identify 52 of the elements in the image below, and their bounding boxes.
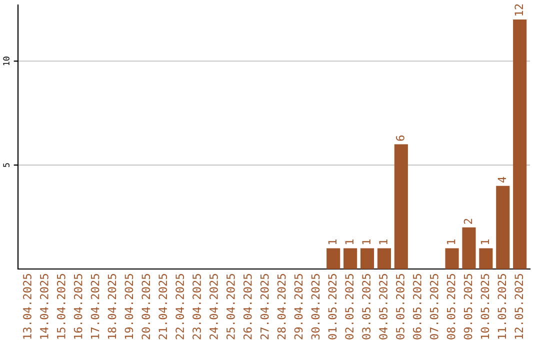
x-tick-label: 21.04.2025 bbox=[158, 274, 168, 340]
y-tick-label: 10 bbox=[3, 56, 10, 66]
data-label: 1 bbox=[379, 240, 388, 244]
x-tick-label: 06.05.2025 bbox=[412, 274, 422, 340]
x-tick-label: 18.04.2025 bbox=[108, 274, 116, 339]
data-label: 12 bbox=[514, 4, 523, 16]
x-tick-label: 15.04.2025 bbox=[56, 274, 66, 339]
x-tick-label: 28.04.2025 bbox=[277, 274, 286, 340]
x-tick-label: 11.05.2025 bbox=[498, 274, 506, 339]
bar bbox=[513, 20, 527, 269]
x-tick-label: 16.04.2025 bbox=[74, 274, 82, 339]
x-tick-label: 08.05.2025 bbox=[446, 274, 456, 340]
x-tick-label: 01.05.2025 bbox=[328, 274, 337, 340]
x-tick-label: 30.04.2025 bbox=[311, 274, 320, 340]
x-tick-label: 17.04.2025 bbox=[90, 274, 100, 339]
x-tick-label: 25.04.2025 bbox=[226, 274, 235, 340]
bar bbox=[360, 248, 374, 269]
x-tick-label: 19.04.2025 bbox=[124, 274, 134, 339]
bar bbox=[344, 248, 358, 269]
bar bbox=[394, 144, 408, 269]
x-tick-label: 22.04.2025 bbox=[176, 274, 184, 340]
x-tick-label: 03.05.2025 bbox=[362, 274, 370, 340]
data-label: 1 bbox=[447, 240, 456, 244]
bar bbox=[445, 248, 459, 269]
x-tick-label: 09.05.2025 bbox=[464, 274, 472, 340]
data-label: 6 bbox=[396, 136, 404, 141]
x-tick-label: 27.04.2025 bbox=[260, 274, 269, 340]
x-tick-label: 12.05.2025 bbox=[514, 274, 524, 339]
x-tick-label: 23.04.2025 bbox=[192, 274, 201, 340]
x-tick-label: 26.04.2025 bbox=[243, 274, 252, 340]
bar bbox=[377, 248, 391, 269]
x-tick-label: 29.04.2025 bbox=[294, 274, 303, 340]
y-tick-label: 5 bbox=[3, 163, 10, 167]
data-label: 2 bbox=[464, 218, 472, 224]
data-label: 1 bbox=[362, 240, 370, 244]
bar bbox=[479, 248, 493, 269]
x-tick-label: 04.05.2025 bbox=[379, 274, 388, 340]
x-tick-label: 24.04.2025 bbox=[210, 274, 218, 340]
x-tick-label: 13.04.2025 bbox=[23, 274, 32, 339]
bar bbox=[326, 248, 340, 269]
x-tick-label: 20.04.2025 bbox=[142, 274, 150, 340]
x-tick-label: 07.05.2025 bbox=[430, 274, 438, 340]
data-label: 4 bbox=[498, 176, 506, 183]
x-tick-label: 05.05.2025 bbox=[396, 274, 404, 340]
data-label: 1 bbox=[480, 240, 490, 244]
x-tick-label: 02.05.2025 bbox=[345, 274, 354, 340]
bar bbox=[462, 227, 476, 269]
x-tick-label: 10.05.2025 bbox=[480, 274, 490, 339]
x-tick-label: 14.04.2025 bbox=[40, 274, 48, 339]
data-label: 1 bbox=[328, 240, 336, 244]
data-label: 1 bbox=[345, 240, 354, 244]
bar bbox=[496, 186, 510, 269]
